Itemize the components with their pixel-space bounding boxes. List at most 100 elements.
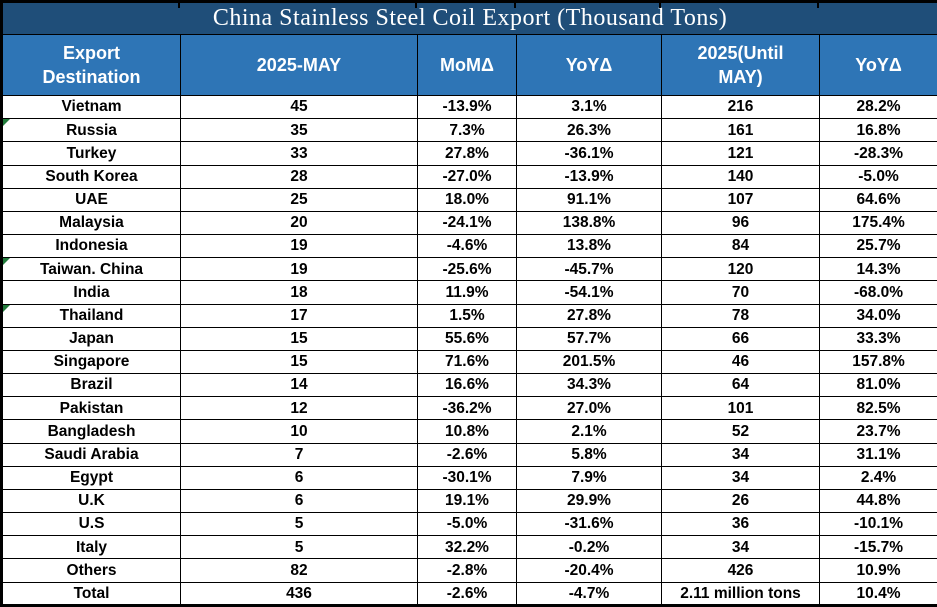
- destination-cell: South Korea: [1, 164, 181, 189]
- value-cell: 27.0%: [516, 396, 662, 421]
- value-cell: 31.1%: [818, 442, 937, 467]
- value-cell: 91.1%: [516, 187, 662, 212]
- value-cell: -5.0%: [818, 164, 937, 189]
- table-body: Vietnam 45 -13.9% 3.1% 216 28.2% Russia 35 7.3% 2…: [1, 94, 937, 607]
- column-header-2: MoMΔ: [417, 34, 517, 96]
- destination-cell: Bangladesh: [1, 419, 181, 444]
- value-cell: 32.2%: [417, 535, 517, 560]
- value-cell: 16.6%: [417, 373, 517, 398]
- destination-cell: Brazil: [1, 373, 181, 398]
- value-cell: 23.7%: [818, 419, 937, 444]
- destination-cell: Saudi Arabia: [1, 442, 181, 467]
- cell-flag-triangle-icon: [3, 258, 10, 266]
- table-row: Thailand 17 1.5% 27.8% 78 34.0%: [1, 303, 937, 328]
- table-row: Singapore 15 71.6% 201.5% 46 157.8%: [1, 349, 937, 375]
- value-cell: 161: [661, 118, 820, 143]
- cell-flag-triangle-icon: [3, 305, 10, 312]
- destination-cell: Thailand: [1, 303, 181, 328]
- value-cell: 5: [180, 535, 418, 560]
- value-cell: -27.0%: [417, 164, 517, 189]
- value-cell: 64: [661, 373, 820, 398]
- grid-notch: [817, 3, 819, 8]
- value-cell: 35: [180, 118, 418, 143]
- table-row: U.K 6 19.1% 29.9% 26 44.8%: [1, 488, 937, 514]
- column-header-0: Export Destination: [1, 34, 181, 96]
- value-cell: 10.4%: [818, 581, 937, 607]
- value-cell: -2.8%: [417, 558, 517, 583]
- destination-cell: Others: [1, 558, 181, 583]
- value-cell: -13.9%: [516, 164, 662, 189]
- value-cell: 10.9%: [818, 558, 937, 583]
- value-cell: 436: [180, 581, 418, 607]
- table-row: Pakistan 12 -36.2% 27.0% 101 82.5%: [1, 396, 937, 421]
- value-cell: -10.1%: [818, 512, 937, 537]
- destination-cell: Russia: [1, 118, 181, 143]
- value-cell: 44.8%: [818, 488, 937, 514]
- value-cell: 28.2%: [818, 94, 937, 120]
- destination-cell: India: [1, 280, 181, 305]
- destination-cell: Italy: [1, 535, 181, 560]
- value-cell: 5.8%: [516, 442, 662, 467]
- value-cell: 29.9%: [516, 488, 662, 514]
- destination-cell: Egypt: [1, 465, 181, 490]
- table-title: China Stainless Steel Coil Export (Thous…: [0, 1, 937, 35]
- table-row: Italy 5 32.2% -0.2% 34 -15.7%: [1, 535, 937, 560]
- table-row: Indonesia 19 -4.6% 13.8% 84 25.7%: [1, 234, 937, 259]
- value-cell: 120: [661, 257, 820, 282]
- value-cell: -30.1%: [417, 465, 517, 490]
- value-cell: 157.8%: [818, 349, 937, 375]
- destination-cell: UAE: [1, 187, 181, 212]
- value-cell: -25.6%: [417, 257, 517, 282]
- value-cell: 12: [180, 396, 418, 421]
- value-cell: 5: [180, 512, 418, 537]
- value-cell: -4.7%: [516, 581, 662, 607]
- value-cell: 70: [661, 280, 820, 305]
- table-row: Total 436 -2.6% -4.7% 2.11 million tons 10.4%: [1, 581, 937, 607]
- value-cell: 7.3%: [417, 118, 517, 143]
- value-cell: 66: [661, 326, 820, 351]
- value-cell: 20: [180, 210, 418, 236]
- destination-cell: Taiwan. China: [1, 257, 181, 282]
- table-row: Russia 35 7.3% 26.3% 161 16.8%: [1, 118, 937, 143]
- destination-cell: Japan: [1, 326, 181, 351]
- value-cell: 82.5%: [818, 396, 937, 421]
- value-cell: -4.6%: [417, 234, 517, 259]
- grid-notch: [178, 3, 180, 8]
- grid-notch: [415, 3, 417, 8]
- value-cell: 2.11 million tons: [661, 581, 820, 607]
- value-cell: 34: [661, 465, 820, 490]
- value-cell: 45: [180, 94, 418, 120]
- value-cell: 36: [661, 512, 820, 537]
- value-cell: 11.9%: [417, 280, 517, 305]
- value-cell: -45.7%: [516, 257, 662, 282]
- value-cell: -68.0%: [818, 280, 937, 305]
- value-cell: 15: [180, 326, 418, 351]
- value-cell: 64.6%: [818, 187, 937, 212]
- value-cell: 2.1%: [516, 419, 662, 444]
- value-cell: 10.8%: [417, 419, 517, 444]
- value-cell: 34: [661, 535, 820, 560]
- value-cell: 27.8%: [417, 141, 517, 166]
- value-cell: -31.6%: [516, 512, 662, 537]
- value-cell: 10: [180, 419, 418, 444]
- value-cell: 426: [661, 558, 820, 583]
- value-cell: 46: [661, 349, 820, 375]
- value-cell: 15: [180, 349, 418, 375]
- value-cell: 107: [661, 187, 820, 212]
- value-cell: 82: [180, 558, 418, 583]
- value-cell: 14.3%: [818, 257, 937, 282]
- value-cell: -13.9%: [417, 94, 517, 120]
- value-cell: 7.9%: [516, 465, 662, 490]
- destination-cell: Malaysia: [1, 210, 181, 236]
- title-row: China Stainless Steel Coil Export (Thous…: [0, 1, 937, 35]
- value-cell: -5.0%: [417, 512, 517, 537]
- value-cell: 175.4%: [818, 210, 937, 236]
- destination-cell: Turkey: [1, 141, 181, 166]
- table-row: Turkey 33 27.8% -36.1% 121 -28.3%: [1, 141, 937, 166]
- value-cell: 52: [661, 419, 820, 444]
- value-cell: 55.6%: [417, 326, 517, 351]
- value-cell: 18: [180, 280, 418, 305]
- value-cell: 216: [661, 94, 820, 120]
- value-cell: 17: [180, 303, 418, 328]
